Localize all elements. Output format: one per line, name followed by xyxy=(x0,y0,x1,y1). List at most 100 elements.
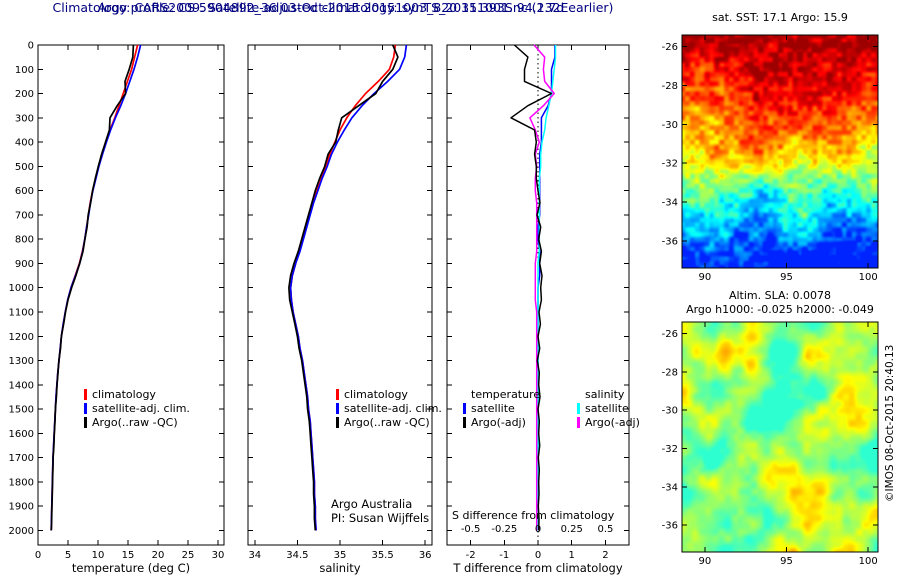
lon-tick-label: 90 xyxy=(698,272,711,283)
tick-label: -2 xyxy=(466,550,476,561)
tick-label: 35.5 xyxy=(371,550,393,561)
lat-tick-label: -34 xyxy=(662,482,678,493)
depth-tick-label: 1800 xyxy=(9,477,34,488)
legend-label: climatology xyxy=(92,387,156,401)
depth-tick-label: 900 xyxy=(15,259,34,270)
difference-temperature-legend: temperature satellite Argo(-adj) xyxy=(463,387,540,429)
s-tick-label: -0.25 xyxy=(491,524,517,535)
lon-tick-label: 100 xyxy=(859,272,878,283)
legend-item: satellite-adj. clim. xyxy=(84,401,190,415)
tick-label: -1 xyxy=(499,550,509,561)
temperature-legend: climatology satellite-adj. clim. Argo(..… xyxy=(84,387,190,429)
s-tick-label: 0.25 xyxy=(561,524,583,535)
legend-label: satellite xyxy=(585,401,629,415)
tick-label: 34.5 xyxy=(286,550,308,561)
tick-label: 5 xyxy=(65,550,71,561)
depth-tick-label: 1000 xyxy=(9,283,34,294)
salinity-line-satadj xyxy=(289,44,408,531)
legend-swatch xyxy=(336,388,339,400)
s-tick-label: -0.5 xyxy=(461,524,481,535)
depth-tick-label: 1400 xyxy=(9,380,34,391)
sst-map-title: sat. SST: 17.1 Argo: 15.9 xyxy=(712,11,848,24)
difference-salinity-legend: salinity satellite Argo(-adj) xyxy=(577,387,640,429)
legend-swatch xyxy=(577,402,580,414)
sla-heatmap xyxy=(682,322,878,552)
lon-tick-label: 90 xyxy=(698,556,711,567)
legend-swatch xyxy=(577,416,580,428)
depth-tick-label: 200 xyxy=(15,89,34,100)
legend-swatch xyxy=(463,416,466,428)
annotation-line1: Argo Australia xyxy=(331,497,413,511)
tick-label: 25 xyxy=(182,550,195,561)
legend-label: satellite-adj. clim. xyxy=(344,401,442,415)
depth-tick-label: 500 xyxy=(15,162,34,173)
depth-tick-label: 2000 xyxy=(9,526,34,537)
tick-label: 15 xyxy=(122,550,135,561)
depth-tick-label: 700 xyxy=(15,210,34,221)
legend-item: Argo(-adj) xyxy=(463,415,540,429)
salinity-line-argo xyxy=(288,44,399,531)
lat-tick-label: -26 xyxy=(662,42,678,53)
difference-line-s-sat xyxy=(537,45,557,531)
lat-tick-label: -26 xyxy=(662,329,678,340)
salinity-legend: climatology satellite-adj. clim. Argo(..… xyxy=(336,387,442,429)
depth-tick-label: 1300 xyxy=(9,356,34,367)
tick-label: 20 xyxy=(152,550,165,561)
lat-tick-label: -30 xyxy=(662,406,678,417)
temperature-x-axis-label: temperature (deg C) xyxy=(71,561,191,575)
tick-label: 2 xyxy=(602,550,608,561)
tick-label: 34 xyxy=(248,550,261,561)
depth-tick-label: 100 xyxy=(15,65,34,76)
tick-label: 35 xyxy=(334,550,347,561)
depth-tick-label: 800 xyxy=(15,235,34,246)
depth-tick-label: 1200 xyxy=(9,332,34,343)
tick-label: 36 xyxy=(419,550,432,561)
legend-label: satellite-adj. clim. xyxy=(92,401,190,415)
legend-label: Argo(..raw -QC) xyxy=(92,415,178,429)
s-tick-label: 0.5 xyxy=(597,524,613,535)
legend-item: climatology xyxy=(336,387,442,401)
depth-tick-label: 1700 xyxy=(9,453,34,464)
lat-tick-label: -36 xyxy=(662,236,678,247)
difference-x-axis-label: T difference from climatology xyxy=(453,561,623,575)
tick-label: 1 xyxy=(569,550,575,561)
lat-tick-label: -32 xyxy=(662,159,678,170)
legend-label: Argo(-adj) xyxy=(471,415,526,429)
legend-item: Argo(..raw -QC) xyxy=(84,415,190,429)
legend-swatch xyxy=(84,416,87,428)
difference-line-t-argo xyxy=(510,44,553,531)
temperature-line-clim xyxy=(50,44,139,531)
depth-tick-label: 400 xyxy=(15,138,34,149)
lat-tick-label: -36 xyxy=(662,521,678,532)
salinity-frame xyxy=(247,44,433,546)
legend-swatch xyxy=(84,402,87,414)
temperature-line-satadj xyxy=(50,44,142,531)
legend-item: climatology xyxy=(84,387,190,401)
lat-tick-label: -30 xyxy=(662,120,678,131)
lat-tick-label: -32 xyxy=(662,444,678,455)
sla-map-title-line2: Argo h1000: -0.025 h2000: -0.049 xyxy=(686,303,874,316)
lon-tick-label: 95 xyxy=(780,272,793,283)
salinity-line-clim xyxy=(289,44,397,531)
tick-label: 30 xyxy=(212,550,225,561)
legend-swatch xyxy=(336,416,339,428)
sst-heatmap xyxy=(682,35,878,268)
figure-title-line1: Argo profile: CS 5904892_36 03-Oct-2015 … xyxy=(97,0,569,15)
legend-header: temperature xyxy=(471,387,541,401)
salinity-x-axis-label: salinity xyxy=(319,561,361,575)
difference-line-s-argo xyxy=(529,44,555,531)
difference-frame xyxy=(446,44,630,546)
tick-label: 0 xyxy=(535,550,541,561)
s-tick-label: 0 xyxy=(535,524,541,535)
annotation-line2: PI: Susan Wijffels xyxy=(331,511,430,525)
lat-tick-label: -28 xyxy=(662,81,678,92)
legend-item: Argo(-adj) xyxy=(577,415,640,429)
tick-label: 0 xyxy=(35,550,41,561)
legend-item: satellite xyxy=(577,401,640,415)
depth-tick-label: 1100 xyxy=(9,307,34,318)
depth-tick-label: 300 xyxy=(15,113,34,124)
depth-tick-label: 1900 xyxy=(9,502,34,513)
lat-tick-label: -28 xyxy=(662,367,678,378)
legend-label: Argo(..raw -QC) xyxy=(344,415,430,429)
